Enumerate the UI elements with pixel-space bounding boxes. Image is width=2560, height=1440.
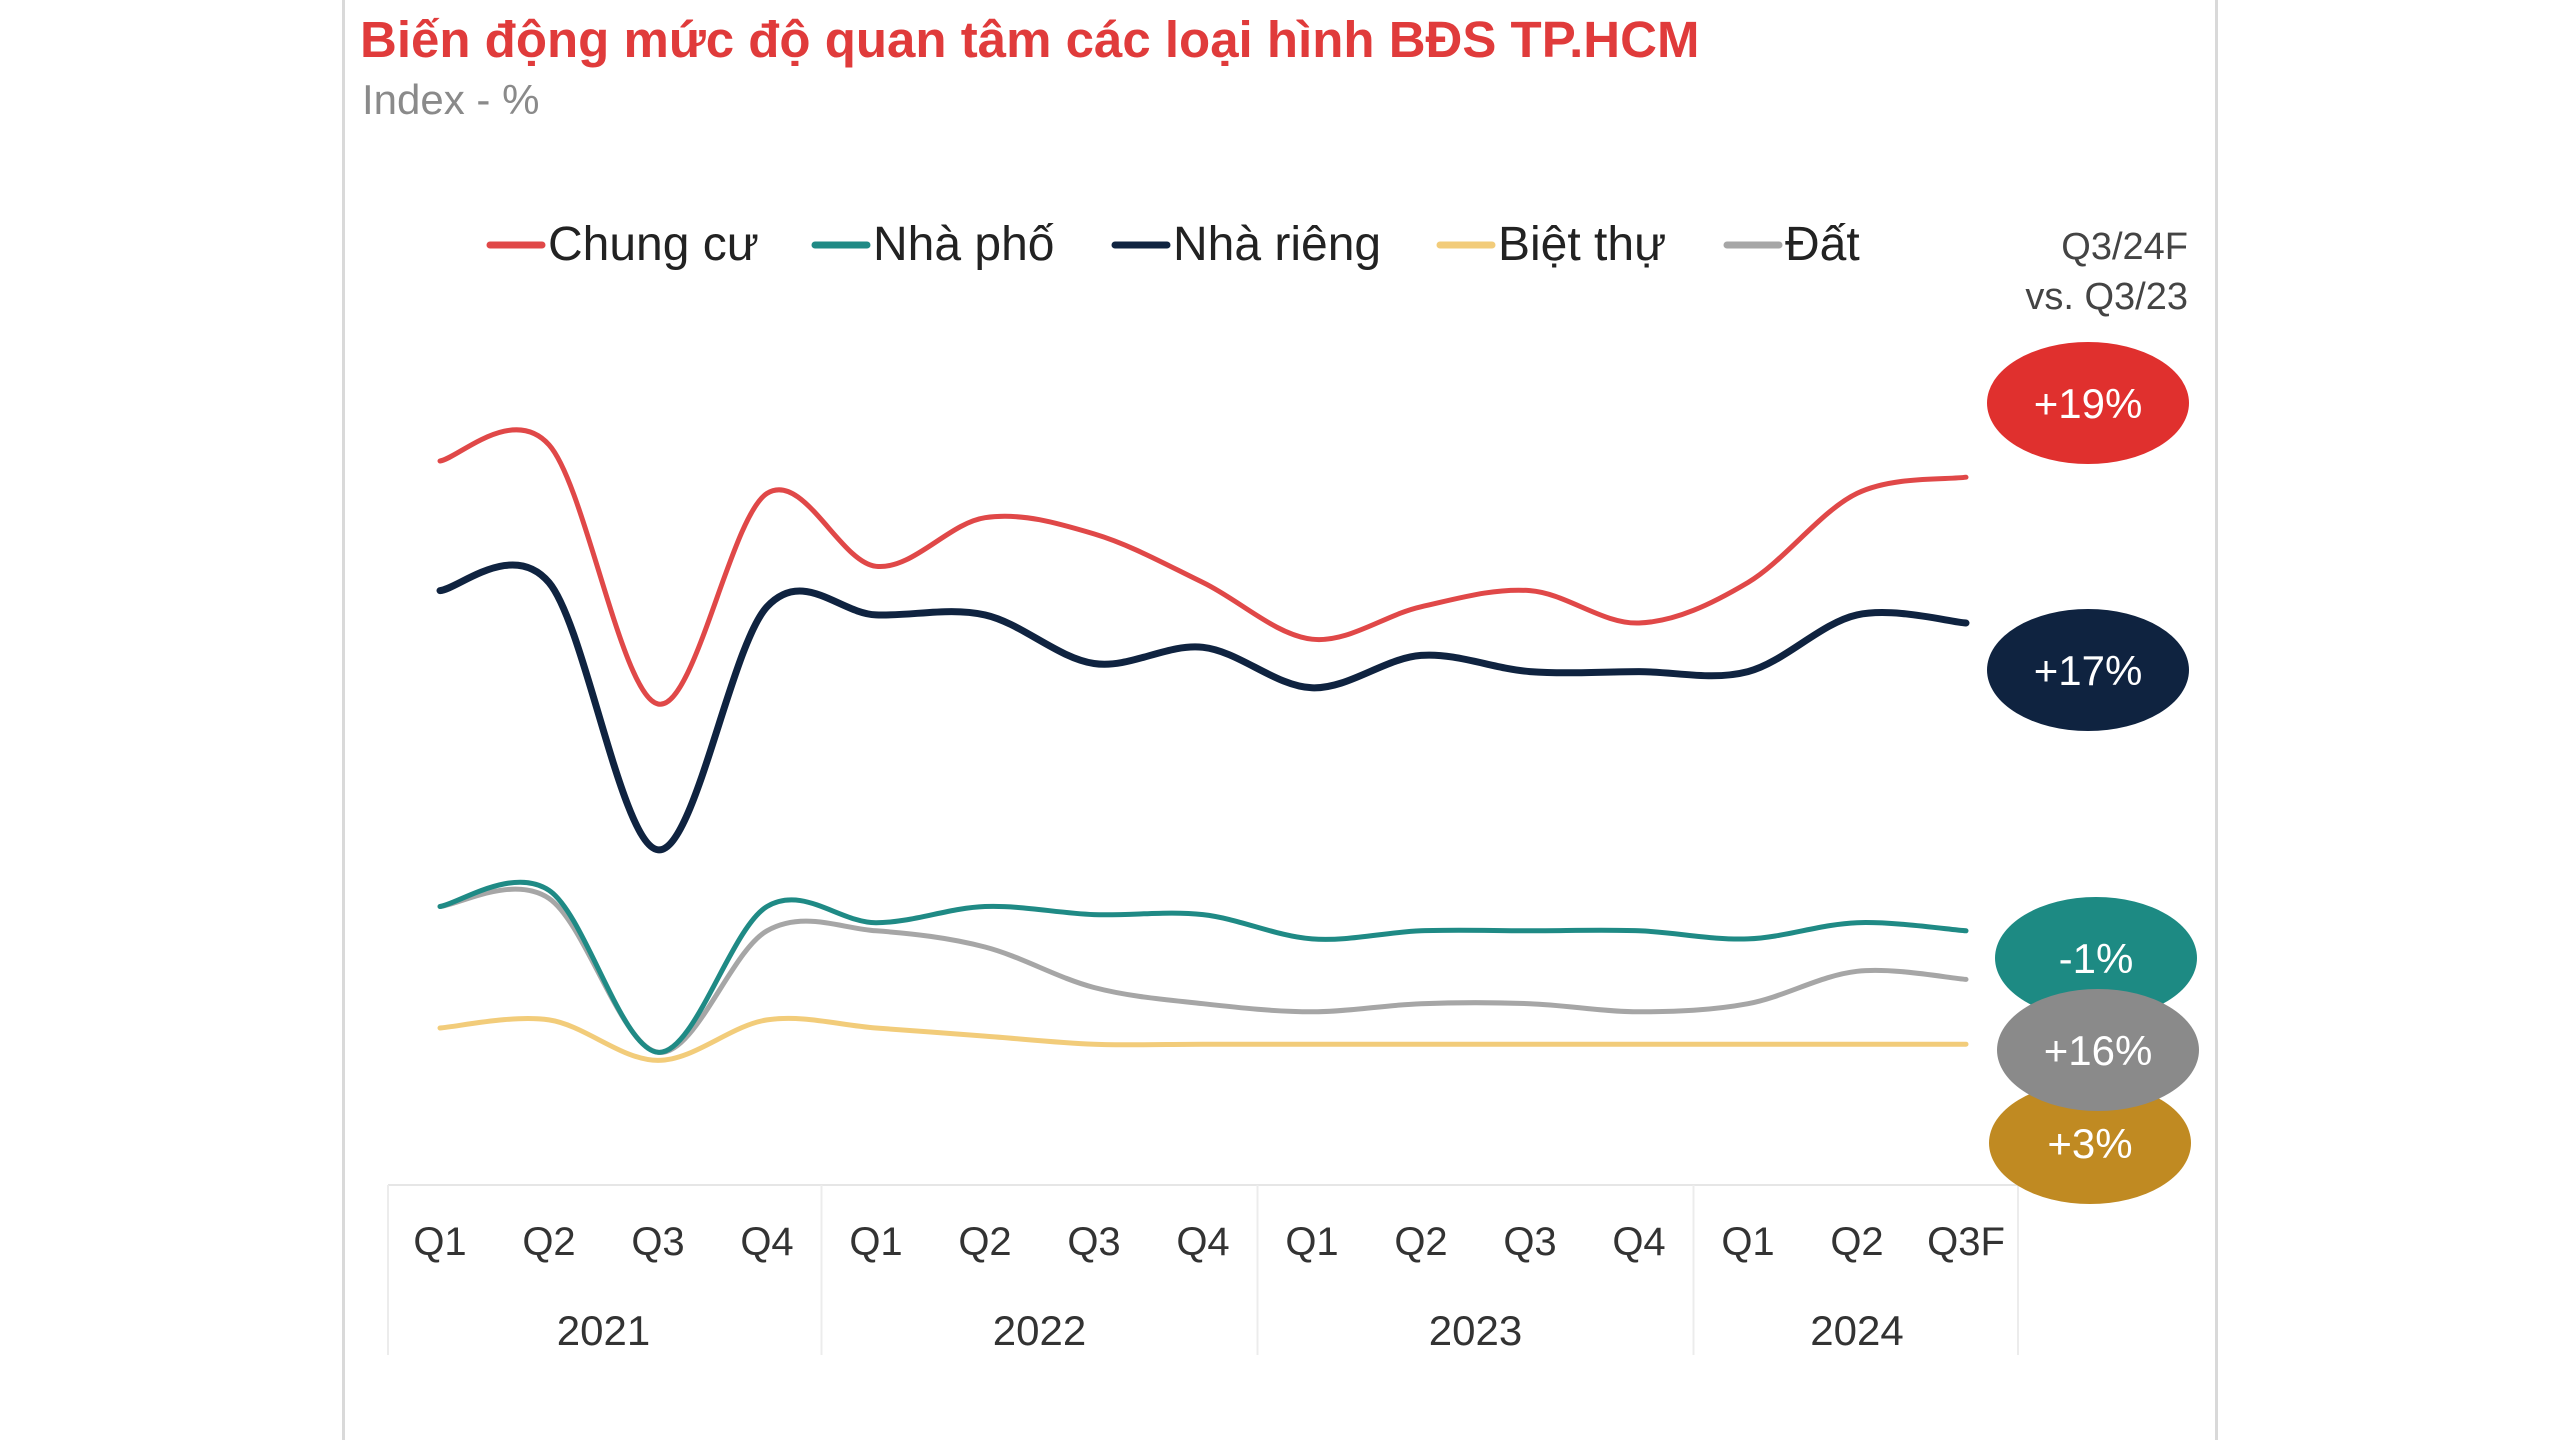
legend-label-biet-thu: Biệt thự xyxy=(1498,218,1666,271)
legend-label-nha-pho: Nhà phố xyxy=(873,218,1054,271)
series-line-chung-cu xyxy=(437,427,1969,707)
x-tick-label: Q1 xyxy=(413,1220,466,1264)
chart-frame xyxy=(342,0,2218,1440)
change-badge-nha-rieng xyxy=(1987,609,2189,731)
x-tick-label: Q2 xyxy=(958,1220,1011,1264)
chart-title: Biến động mức độ quan tâm các loại hình … xyxy=(360,11,1700,68)
change-badge-biet-thu xyxy=(1989,1082,2191,1204)
change-badge-nha-pho xyxy=(1995,897,2197,1019)
change-badge-label-dat: +16% xyxy=(2044,1027,2153,1074)
series-line-nha-rieng xyxy=(436,561,1970,854)
x-tick-label: Q1 xyxy=(1285,1220,1338,1264)
x-tick-label: Q3 xyxy=(631,1220,684,1264)
change-badge-label-biet-thu: +3% xyxy=(2047,1120,2132,1167)
change-badge-chung-cu xyxy=(1987,342,2189,464)
x-tick-label: Q3F xyxy=(1927,1220,2005,1264)
series-line-biet-thu xyxy=(437,1015,1969,1063)
x-tick-label: Q4 xyxy=(1176,1220,1229,1264)
x-tick-label: Q4 xyxy=(1612,1220,1665,1264)
series-line-nha-pho xyxy=(437,879,1969,1055)
x-tick-label: Q1 xyxy=(1721,1220,1774,1264)
change-badge-dat xyxy=(1997,989,2199,1111)
x-tick-label: Q2 xyxy=(1830,1220,1883,1264)
year-label: 2021 xyxy=(557,1307,650,1354)
x-tick-label: Q3 xyxy=(1067,1220,1120,1264)
x-tick-label: Q2 xyxy=(1394,1220,1447,1264)
legend-label-nha-rieng: Nhà riêng xyxy=(1173,218,1381,271)
chart-subtitle: Index - % xyxy=(362,76,540,123)
year-label: 2023 xyxy=(1429,1307,1522,1354)
x-tick-label: Q3 xyxy=(1503,1220,1556,1264)
year-label: 2022 xyxy=(993,1307,1086,1354)
comparison-note-line-1: Q3/24F xyxy=(2061,226,2188,268)
x-tick-label: Q2 xyxy=(522,1220,575,1264)
change-badge-label-nha-rieng: +17% xyxy=(2034,647,2143,694)
x-tick-label: Q1 xyxy=(849,1220,902,1264)
x-tick-label: Q4 xyxy=(740,1220,793,1264)
change-badge-label-nha-pho: -1% xyxy=(2059,935,2134,982)
legend-label-chung-cu: Chung cư xyxy=(548,218,759,271)
year-label: 2024 xyxy=(1810,1307,1903,1354)
legend-label-dat: Đất xyxy=(1785,218,1860,271)
change-badge-label-chung-cu: +19% xyxy=(2034,380,2143,427)
comparison-note-line-2: vs. Q3/23 xyxy=(2025,276,2188,318)
